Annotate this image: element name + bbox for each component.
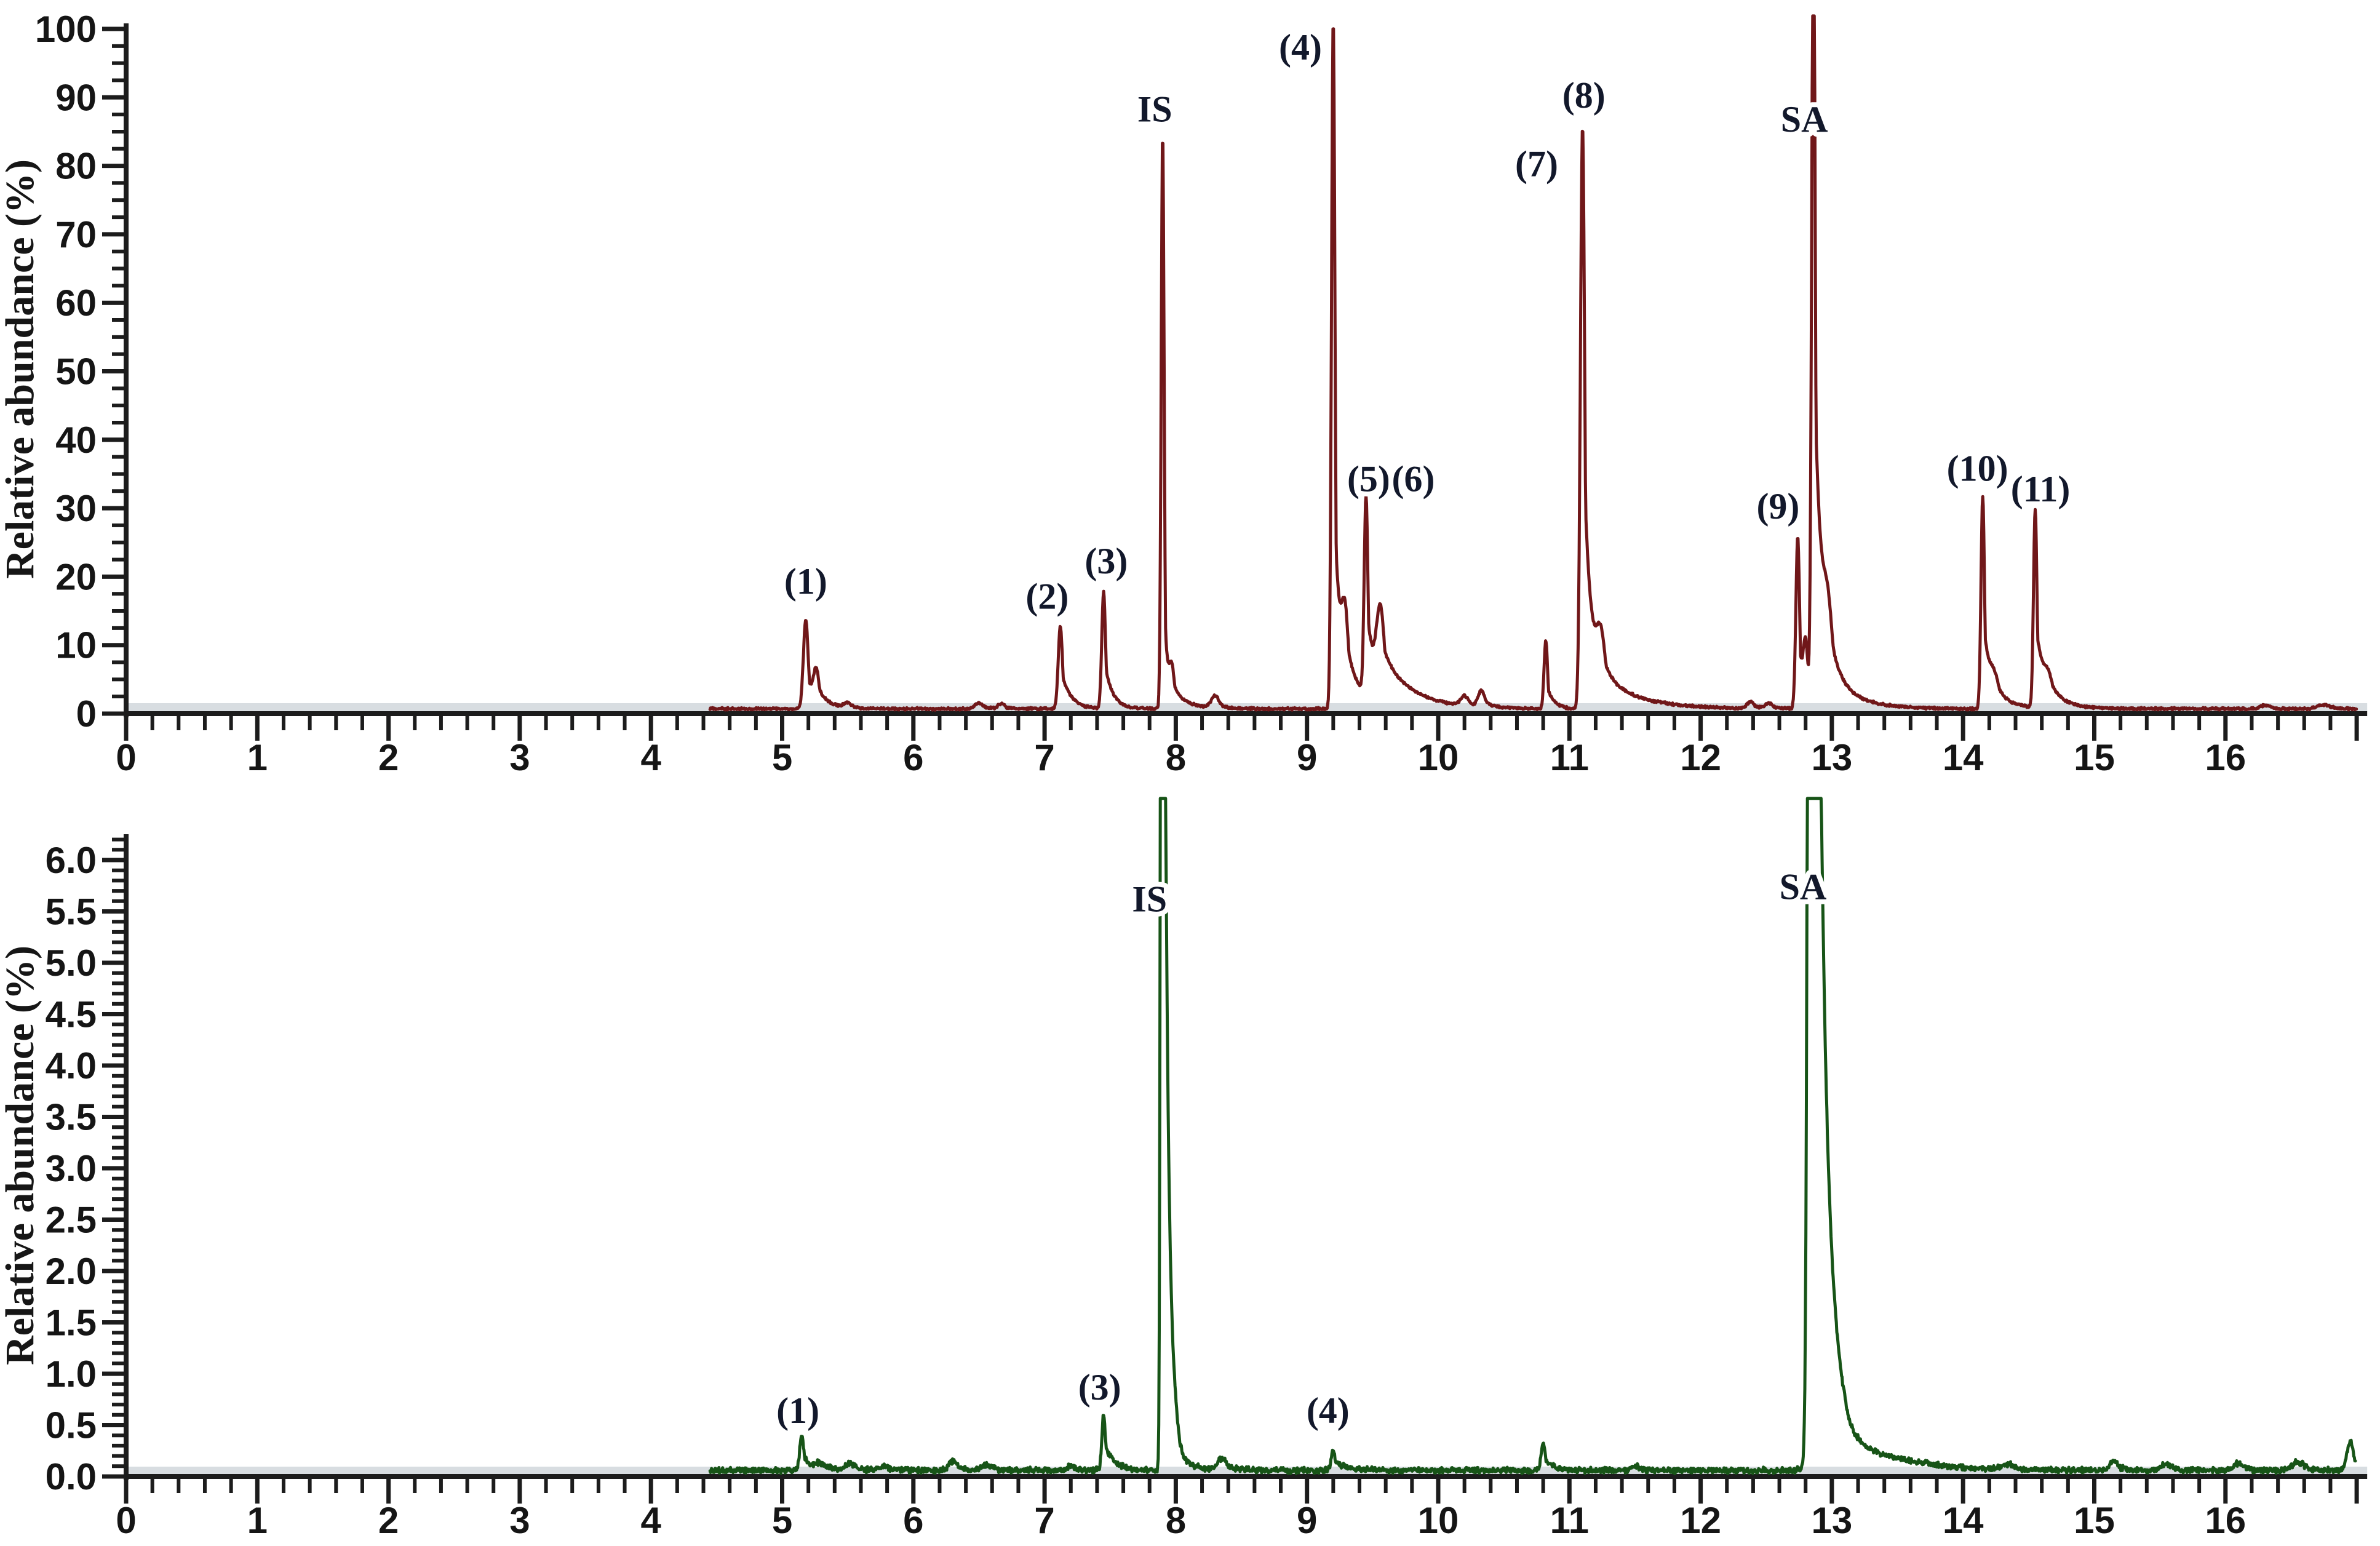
x-tick-label: 12 <box>1680 737 1721 778</box>
bottom-chromatogram: Relative abundance (%) 0 1 2 3 4 5 6 7 8 9 10 11 12 1… <box>0 797 2368 1541</box>
peak-label-6: (6) <box>1391 458 1435 499</box>
peak-label-SA: SA <box>1781 99 1828 140</box>
y-tick-label: 30 <box>55 488 97 529</box>
x-tick-label: 1 <box>247 1500 268 1541</box>
x-tick-label: 11 <box>1550 737 1589 778</box>
peak-label-9: (9) <box>1756 486 1799 527</box>
y-tick-label: 10 <box>55 625 97 666</box>
y-tick-label: 4.0 <box>46 1045 97 1086</box>
peak-labels: (1) (2) (3) IS (4) (5) (6) (7)(8) (9) SA (10)(11) <box>779 22 2075 622</box>
peak-label-10: (10) <box>1947 448 2008 489</box>
top-y-axis-title: Relative abundance (%) <box>0 159 42 579</box>
x-ticks: 0 1 2 3 4 5 6 7 8 9 10 11 12 13 14 15 16 <box>116 1478 2359 1541</box>
x-tick-label: 16 <box>2205 737 2246 778</box>
x-tick-label: 6 <box>903 1500 923 1541</box>
y-tick-label: 0.5 <box>46 1405 97 1446</box>
x-tick-label: 14 <box>1943 737 1984 778</box>
x-tick-label: 14 <box>1943 1500 1984 1541</box>
peak-labels: (1) (3) IS (4) SA <box>771 861 1831 1436</box>
peak-label-8: (8) <box>1562 75 1606 116</box>
x-tick-label: 13 <box>1812 1500 1853 1541</box>
y-tick-label: 70 <box>55 214 97 255</box>
y-ticks: 0 10 20 30 40 50 60 70 80 90 100 <box>35 9 124 735</box>
x-tick-label: 0 <box>116 737 136 778</box>
x-tick-label: 3 <box>509 1500 530 1541</box>
top-chromatogram: Relative abundance (%) 0 1 2 3 4 5 6 7 8 9 10 11 12 1… <box>0 9 2368 778</box>
x-tick-label: 2 <box>378 737 399 778</box>
x-tick-label: 1 <box>247 737 268 778</box>
bottom-chromatogram-trace <box>708 797 2357 1475</box>
x-tick-label: 6 <box>903 737 923 778</box>
x-tick-label: 8 <box>1166 737 1186 778</box>
x-tick-label: 4 <box>641 737 662 778</box>
peak-label-1: (1) <box>784 561 827 602</box>
peak-label-5: (5) <box>1347 458 1390 499</box>
x-tick-label: 4 <box>641 1500 662 1541</box>
y-tick-label: 5.0 <box>46 942 97 984</box>
x-ticks: 0 1 2 3 4 5 6 7 8 9 10 11 12 13 14 15 16 <box>116 715 2359 778</box>
y-tick-label: 80 <box>55 146 97 187</box>
x-tick-label: 3 <box>509 737 530 778</box>
peak-label-IS: IS <box>1132 879 1167 920</box>
x-tick-label: 7 <box>1034 737 1054 778</box>
x-tick-label: 15 <box>2074 1500 2115 1541</box>
y-tick-label: 90 <box>55 77 97 118</box>
peak-label-11: (11) <box>2011 469 2071 509</box>
x-tick-label: 10 <box>1418 737 1459 778</box>
y-ticks: 0.0 0.5 1.0 1.5 2.0 2.5 3.0 3.5 4.0 4.5 5.0 5.5 6.0 <box>46 837 124 1497</box>
y-tick-label: 60 <box>55 282 97 324</box>
x-tick-label: 8 <box>1166 1500 1186 1541</box>
y-tick-label: 20 <box>55 556 97 597</box>
y-tick-label: 0.0 <box>46 1456 97 1497</box>
y-tick-label: 50 <box>55 351 97 392</box>
y-tick-label: 3.0 <box>46 1148 97 1189</box>
y-tick-label: 5.5 <box>46 891 97 933</box>
peak-label-IS: IS <box>1137 89 1172 129</box>
y-tick-label: 3.5 <box>46 1097 97 1138</box>
y-tick-label: 6.0 <box>46 840 97 881</box>
x-tick-label: 10 <box>1418 1500 1459 1541</box>
x-tick-label: 13 <box>1812 737 1853 778</box>
x-tick-label: 5 <box>772 1500 792 1541</box>
y-tick-label: 1.0 <box>46 1353 97 1395</box>
y-tick-label: 2.5 <box>46 1200 97 1241</box>
bottom-y-axis-title: Relative abundance (%) <box>0 946 42 1365</box>
y-tick-label: 4.5 <box>46 994 97 1035</box>
x-tick-label: 12 <box>1680 1500 1721 1541</box>
peak-label-4: (4) <box>1307 1390 1350 1431</box>
peak-label-3: (3) <box>1085 541 1128 581</box>
y-tick-label: 1.5 <box>46 1302 97 1344</box>
top-chromatogram-trace <box>708 14 2358 712</box>
x-tick-label: 9 <box>1297 1500 1317 1541</box>
x-tick-label: 7 <box>1034 1500 1054 1541</box>
x-tick-label: 0 <box>116 1500 136 1541</box>
y-tick-label: 0 <box>76 693 97 735</box>
peak-label-1: (1) <box>776 1390 819 1431</box>
x-tick-label: 2 <box>378 1500 399 1541</box>
peak-label-2: (2) <box>1025 576 1069 617</box>
y-tick-label: 100 <box>35 9 97 50</box>
y-tick-label: 2.0 <box>46 1251 97 1292</box>
x-tick-label: 5 <box>772 737 792 778</box>
x-tick-label: 16 <box>2205 1500 2246 1541</box>
peak-label-7: (7) <box>1515 143 1558 184</box>
y-tick-label: 40 <box>55 420 97 461</box>
peak-label-SA: SA <box>1780 866 1827 907</box>
peak-label-3: (3) <box>1078 1367 1121 1408</box>
x-tick-label: 9 <box>1297 737 1317 778</box>
peak-label-4: (4) <box>1279 27 1322 68</box>
x-tick-label: 15 <box>2074 737 2115 778</box>
x-tick-label: 11 <box>1550 1500 1589 1541</box>
